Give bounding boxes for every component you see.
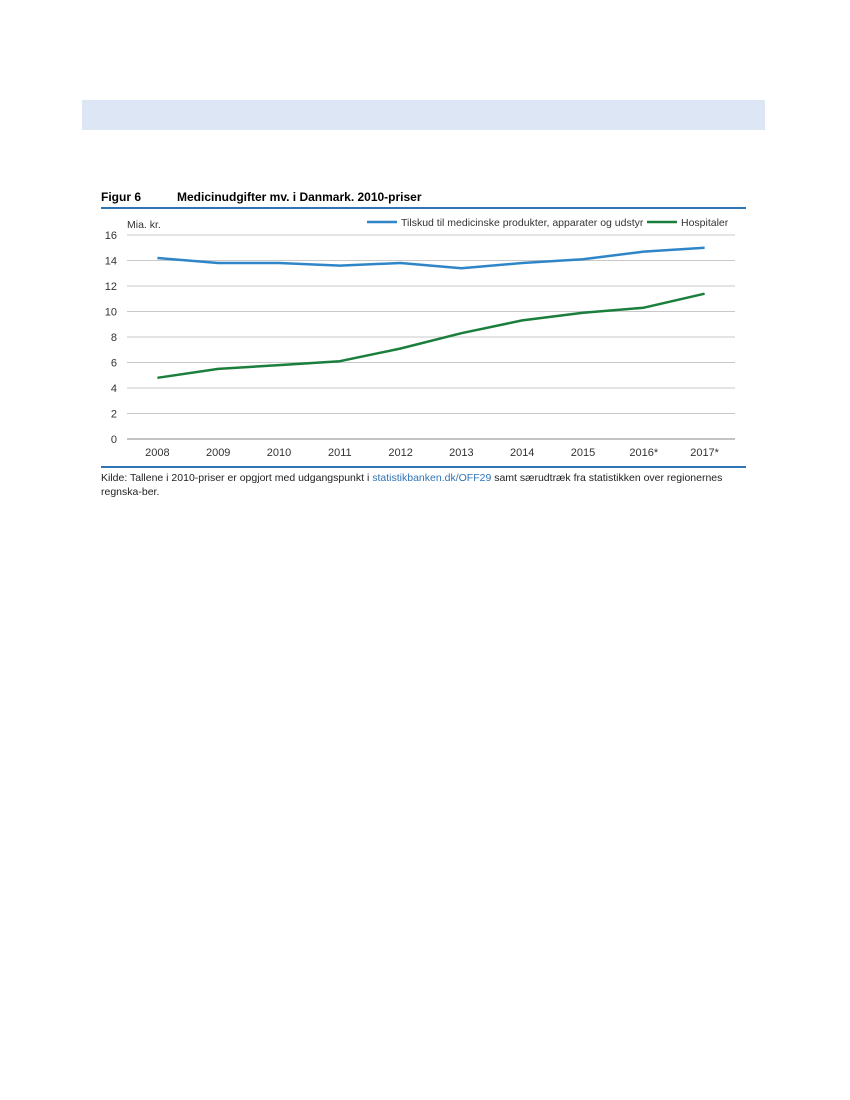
x-tick-label: 2008 — [145, 447, 169, 459]
x-tick-label: 2011 — [328, 447, 352, 459]
y-axis-label: Mia. kr. — [127, 219, 161, 231]
x-tick-label: 2010 — [267, 447, 291, 459]
series-layer — [157, 246, 705, 380]
y-tick-label: 4 — [111, 383, 117, 395]
figure-title: Medicinudgifter mv. i Danmark. 2010-pris… — [177, 190, 422, 204]
y-tick-label: 10 — [105, 307, 117, 319]
figure-label: Figur 6 — [101, 190, 142, 204]
source-prefix: Kilde: Tallene i 2010-priser er opgjort … — [101, 472, 373, 484]
y-tick-label: 12 — [105, 281, 117, 293]
x-tick-label: 2009 — [206, 447, 230, 459]
tick-layer: 0 2 4 6 8 10 12 14 16 2008 2009 2010 2011 2012 2013 201… — [105, 230, 720, 459]
x-tick-label: 2015 — [571, 447, 595, 459]
y-tick-label: 0 — [111, 434, 117, 446]
series-line-2 — [157, 292, 705, 380]
y-tick-label: 2 — [111, 409, 117, 421]
source-note: Kilde: Tallene i 2010-priser er opgjort … — [101, 466, 746, 499]
y-tick-label: 6 — [111, 358, 117, 370]
x-tick-label: 2016* — [629, 447, 658, 459]
x-tick-label: 2017* — [690, 447, 719, 459]
figure-header: Figur 6 Medicinudgifter mv. i Danmark. 2… — [101, 189, 746, 209]
series-line-1 — [157, 246, 705, 270]
x-tick-label: 2013 — [449, 447, 473, 459]
x-tick-label: 2012 — [388, 447, 412, 459]
source-suffix: samt særudtræk fra statistikken over reg… — [101, 472, 723, 498]
y-tick-label: 8 — [111, 332, 117, 344]
y-tick-label: 14 — [105, 256, 117, 268]
legend: Tilskud til medicinske produkter, appara… — [367, 217, 729, 229]
source-link[interactable]: statistikbanken.dk/OFF29 — [372, 472, 492, 484]
header-band — [82, 100, 765, 130]
x-tick-label: 2014 — [510, 447, 534, 459]
legend-label: Hospitaler — [681, 217, 729, 229]
line-chart: 0 2 4 6 8 10 12 14 16 2008 2009 2010 2011 2012 2013 201… — [105, 217, 735, 459]
y-tick-label: 16 — [105, 230, 117, 242]
grid-layer — [127, 234, 735, 440]
legend-label: Tilskud til medicinske produkter, appara… — [401, 217, 644, 229]
